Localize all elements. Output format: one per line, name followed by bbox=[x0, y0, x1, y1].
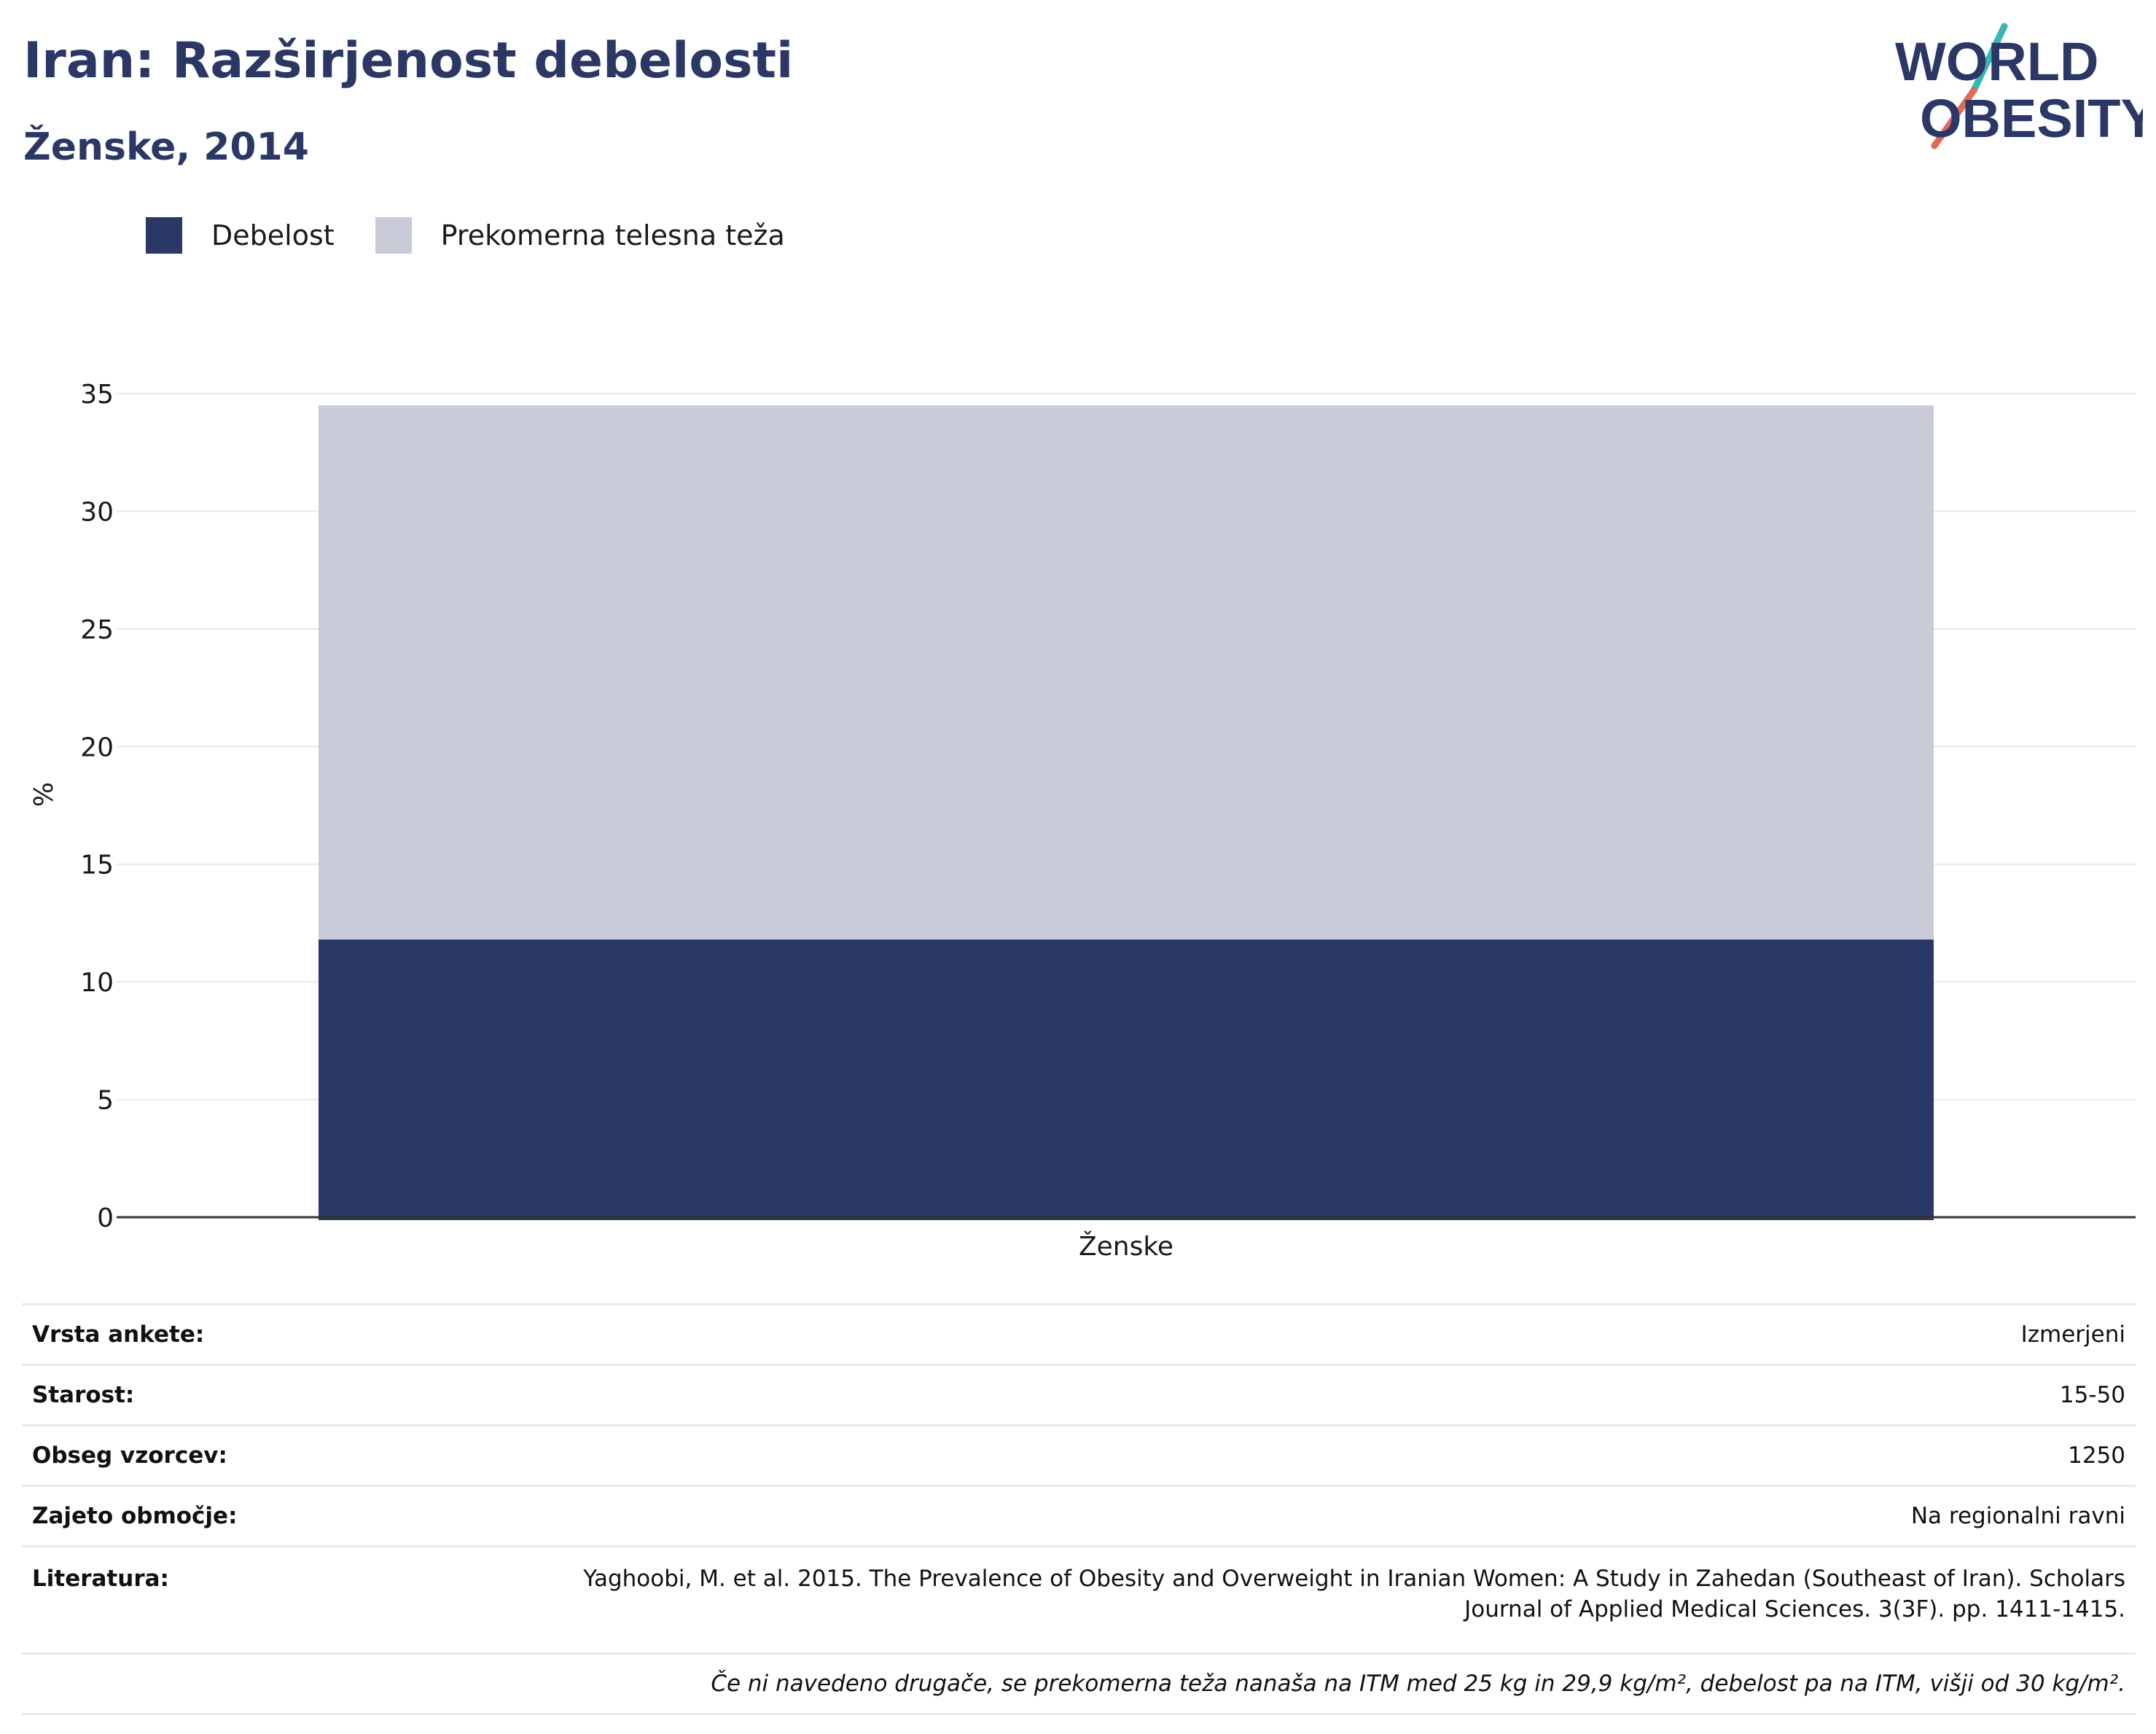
info-key: Obseg vzorcev: bbox=[22, 1425, 480, 1487]
legend-item-overweight[interactable]: Prekomerna telesna teža bbox=[375, 217, 785, 254]
info-key: Literatura: bbox=[22, 1546, 480, 1655]
logo-slash-top bbox=[1970, 23, 2008, 94]
reference-text: Yaghoobi, M. et al. 2015. The Prevalence… bbox=[480, 1546, 2136, 1655]
info-row-sample-size: Obseg vzorcev: 1250 bbox=[22, 1425, 2136, 1487]
y-tick-label: 15 bbox=[80, 851, 114, 880]
y-tick-labels: 0 5 10 15 20 25 30 35 bbox=[80, 380, 114, 1233]
info-key: Starost: bbox=[22, 1364, 480, 1426]
reference-line-1: Yaghoobi, M. et al. 2015. The Prevalence… bbox=[583, 1566, 2125, 1592]
y-tick-label: 0 bbox=[97, 1203, 114, 1233]
chart-title: Iran: Razširjenost debelosti bbox=[23, 32, 794, 90]
legend-label-overweight: Prekomerna telesna teža bbox=[440, 219, 785, 251]
y-tick-label: 30 bbox=[80, 497, 114, 527]
x-tick-label: Ženske bbox=[1079, 1231, 1173, 1262]
info-row-coverage: Zajeto območje: Na regionalni ravni bbox=[22, 1485, 2136, 1547]
world-obesity-logo: WORLD OBESITY bbox=[1895, 23, 2143, 149]
bar-segment-overweight[interactable] bbox=[319, 405, 1934, 940]
legend-swatch-overweight bbox=[375, 217, 412, 254]
legend-item-obesity[interactable]: Debelost bbox=[146, 217, 335, 254]
bar-segment-obesity[interactable] bbox=[319, 940, 1934, 1220]
logo-slash-bottom bbox=[1931, 87, 1977, 149]
info-value: Na regionalni ravni bbox=[480, 1485, 2136, 1547]
chart-subtitle: Ženske, 2014 bbox=[23, 125, 309, 169]
info-row-reference: Literatura: Yaghoobi, M. et al. 2015. Th… bbox=[22, 1546, 2136, 1655]
chart-legend: Debelost Prekomerna telesna teža bbox=[146, 216, 826, 255]
y-tick-label: 35 bbox=[80, 380, 114, 410]
logo-word-2: OBESITY bbox=[1920, 88, 2143, 149]
info-row-note: Če ni navedeno drugače, se prekomerna te… bbox=[22, 1653, 2136, 1715]
logo-word-1: WORLD bbox=[1895, 31, 2099, 92]
survey-info-table: Vrsta ankete: Izmerjeni Starost: 15-50 O… bbox=[22, 1303, 2136, 1715]
bmi-definition-note: Če ni navedeno drugače, se prekomerna te… bbox=[22, 1653, 2136, 1715]
reference-line-2: Journal of Applied Medical Sciences. 3(3… bbox=[1464, 1596, 2125, 1622]
info-key: Vrsta ankete: bbox=[22, 1303, 480, 1366]
stacked-bar-chart: 0 5 10 15 20 25 30 35 Ženske % bbox=[29, 380, 2136, 1262]
legend-swatch-obesity bbox=[146, 217, 182, 254]
legend-label-obesity: Debelost bbox=[211, 219, 335, 251]
y-tick-label: 5 bbox=[97, 1086, 114, 1116]
y-axis-label: % bbox=[29, 782, 59, 807]
info-row-survey-type: Vrsta ankete: Izmerjeni bbox=[22, 1303, 2136, 1366]
info-value: 15-50 bbox=[480, 1364, 2136, 1426]
info-row-age: Starost: 15-50 bbox=[22, 1364, 2136, 1426]
x-tick-labels: Ženske bbox=[1079, 1231, 1173, 1262]
info-key: Zajeto območje: bbox=[22, 1485, 480, 1547]
y-tick-label: 20 bbox=[80, 733, 114, 762]
info-value: 1250 bbox=[480, 1425, 2136, 1487]
y-tick-label: 10 bbox=[80, 968, 114, 998]
info-value: Izmerjeni bbox=[480, 1303, 2136, 1366]
y-tick-label: 25 bbox=[80, 615, 114, 645]
bars bbox=[319, 405, 1934, 1220]
